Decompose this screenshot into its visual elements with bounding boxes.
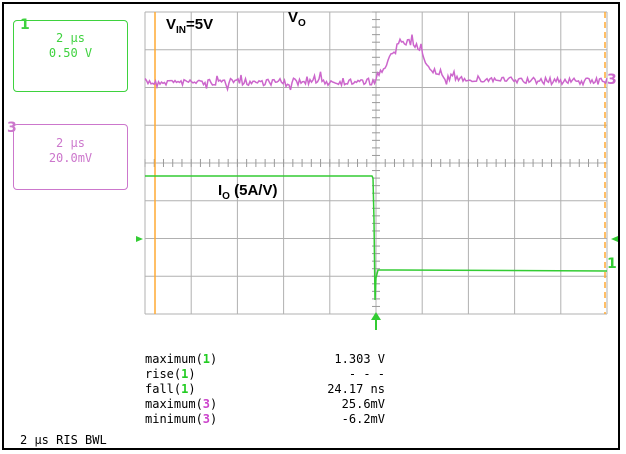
vo-annotation: VO <box>288 9 306 29</box>
channel-3-trace <box>144 34 608 93</box>
measurement-name: fall( <box>145 382 182 396</box>
channel-3-marker: 3 <box>7 120 17 136</box>
measurement-channel: 3 <box>202 412 211 426</box>
channel-3-timebase: 2 µs <box>56 136 85 150</box>
measurement-name: minimum( <box>145 412 203 426</box>
channel-3-info-box[interactable]: 3 2 µs 20.0mV <box>7 120 128 190</box>
measurements-panel: maximum(1) 1.303 V rise(1) - - - fall(1)… <box>145 352 385 427</box>
measurement-row[interactable]: fall(1) 24.17 ns <box>145 382 385 396</box>
trigger-position-arrow <box>371 312 381 330</box>
measurement-value: 1.303 V <box>334 352 385 366</box>
measurement-name: maximum( <box>145 397 203 411</box>
measurement-value: 24.17 ns <box>327 382 385 396</box>
channel-1-trace-label: 1 <box>607 256 617 272</box>
io-annotation: IO (5A/V) <box>218 182 278 202</box>
channel-3-scale: 20.0mV <box>48 151 93 165</box>
right-trigger-level-marker <box>611 236 618 242</box>
measurement-channel: 1 <box>181 382 189 396</box>
left-trigger-level-marker <box>136 236 143 242</box>
measurement-row[interactable]: rise(1) - - - <box>145 367 385 381</box>
measurement-row[interactable]: minimum(3) -6.2mV <box>145 412 385 426</box>
status-footer: 2 µs RIS BWL <box>20 433 107 447</box>
measurement-value: - - - <box>348 367 385 381</box>
graticule-grid <box>144 11 608 315</box>
measurement-value: -6.2mV <box>341 412 385 426</box>
measurement-channel: 1 <box>181 367 189 381</box>
measurement-row[interactable]: maximum(3) 25.6mV <box>145 397 385 411</box>
measurement-channel: 1 <box>202 352 211 366</box>
channel-1-timebase: 2 µs <box>56 31 85 45</box>
measurement-row[interactable]: maximum(1) 1.303 V <box>145 352 385 366</box>
channel-1-info-box[interactable]: 1 2 µs 0.50 V <box>13 17 128 92</box>
channel-1-scale: 0.50 V <box>48 46 93 60</box>
channel-1-trace <box>145 175 608 301</box>
scope-frame <box>2 2 620 450</box>
measurement-channel: 3 <box>202 397 211 411</box>
channel-3-trace-label: 3 <box>607 72 617 88</box>
measurement-value: 25.6mV <box>341 397 385 411</box>
vin-annotation: VIN=5V <box>166 16 214 36</box>
measurement-name: maximum( <box>145 352 203 366</box>
measurement-name: rise( <box>145 367 182 381</box>
channel-1-marker: 1 <box>20 17 30 33</box>
